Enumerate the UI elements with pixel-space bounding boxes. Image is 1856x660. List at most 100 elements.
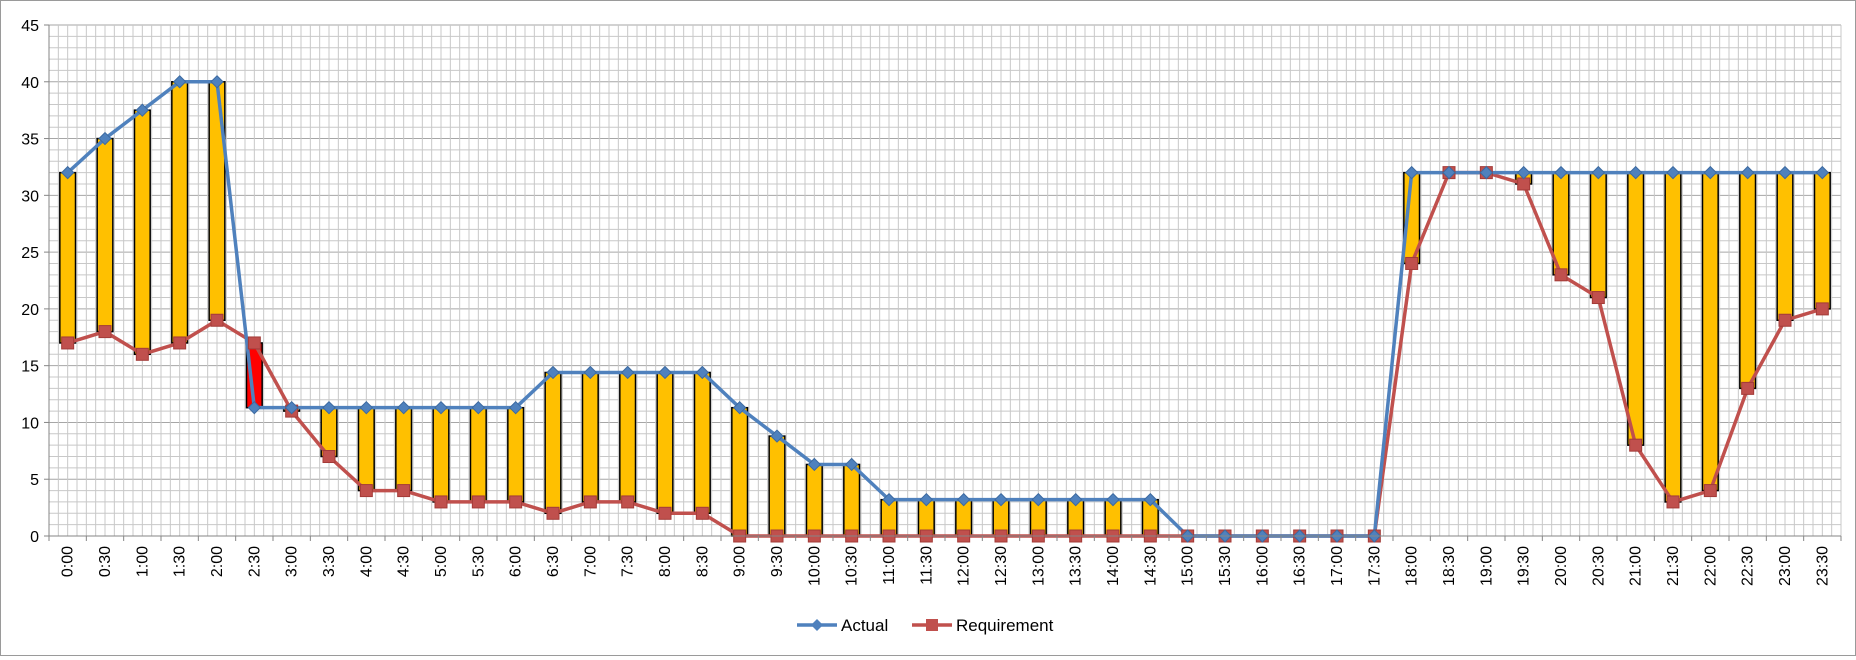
x-tick-label: 3:30: [321, 546, 338, 577]
x-tick-label: 23:00: [1777, 546, 1794, 586]
actual-point: [471, 400, 486, 415]
x-tick-label: 2:00: [209, 546, 226, 577]
actual-point: [882, 492, 896, 507]
requirement-point: [509, 495, 523, 509]
difference-bar: [357, 406, 375, 492]
actual-point: [583, 365, 598, 380]
actual-point: [1778, 165, 1792, 180]
requirement-point: [247, 336, 261, 350]
difference-bar: [432, 406, 450, 503]
x-tick-label: 10:30: [844, 546, 861, 586]
actual-point: [135, 103, 150, 117]
requirement-point: [621, 495, 635, 509]
x-tick-label: 8:30: [694, 546, 711, 577]
x-tick-label: 7:30: [620, 546, 637, 577]
requirement-point: [1778, 313, 1792, 327]
y-tick-label: 35: [21, 132, 39, 149]
requirement-point: [61, 336, 75, 350]
y-tick-label: 30: [21, 188, 39, 205]
actual-point: [1143, 492, 1158, 507]
x-tick-label: 11:00: [881, 546, 898, 585]
requirement-point: [1554, 268, 1568, 282]
actual-point: [732, 400, 747, 415]
actual-point: [844, 457, 859, 472]
x-tick-label: 15:00: [1180, 546, 1197, 586]
actual-point: [807, 457, 822, 472]
actual-point: [620, 365, 635, 380]
actual-point: [284, 400, 299, 415]
difference-bar: [1589, 171, 1607, 299]
actual-point: [508, 400, 523, 415]
difference-bar: [1627, 171, 1645, 446]
requirement-point: [98, 325, 112, 339]
actual-point: [322, 400, 336, 415]
actual-point: [956, 492, 971, 507]
difference-bar: [1701, 171, 1719, 492]
actual-point: [919, 492, 934, 507]
y-tick-label: 20: [21, 302, 39, 319]
y-tick-label: 25: [21, 245, 39, 262]
requirement-point: [583, 495, 597, 509]
requirement-point: [1666, 495, 1680, 509]
y-tick-label: 0: [30, 529, 39, 546]
actual-point: [210, 75, 224, 89]
x-tick-label: 0:00: [60, 546, 77, 577]
requirement-point: [434, 495, 448, 509]
requirement-point: [173, 336, 187, 350]
difference-bar: [507, 406, 525, 503]
x-tick-label: 4:00: [358, 546, 375, 577]
legend-actual-marker: [811, 619, 823, 631]
axes: 0 5 10 15 20 25 30 35 40 45 0:00 0:30 1:00 1:30 2:00 2:…: [21, 18, 1842, 586]
x-tick-label: 15:30: [1217, 546, 1234, 586]
x-tick-label: 5:30: [470, 546, 487, 577]
x-tick-label: 6:00: [508, 546, 525, 577]
difference-bar: [768, 435, 786, 537]
requirement-point: [695, 506, 709, 520]
actual-point: [359, 400, 374, 415]
requirement-point: [658, 506, 672, 520]
actual-point: [1404, 165, 1419, 180]
requirement-point: [546, 506, 560, 520]
actual-point: [1516, 165, 1531, 180]
x-tick-label: 9:30: [769, 546, 786, 577]
legend-actual-label: Actual: [841, 616, 888, 635]
x-tick-label: 18:30: [1441, 546, 1458, 586]
difference-bar: [731, 406, 749, 537]
x-tick-label: 17:00: [1329, 546, 1346, 586]
actual-point: [1442, 165, 1456, 180]
difference-bar: [656, 371, 674, 515]
difference-bar: [619, 371, 637, 503]
difference-bars: [59, 81, 1831, 537]
difference-bar: [544, 371, 562, 515]
actual-point: [770, 429, 784, 443]
difference-bar: [395, 406, 413, 492]
difference-bar: [59, 171, 77, 344]
actual-point: [546, 365, 560, 380]
actual-point: [1740, 165, 1755, 180]
x-tick-label: 1:00: [134, 546, 151, 577]
requirement-point: [135, 347, 149, 361]
actual-point: [172, 75, 187, 89]
difference-bar: [1813, 171, 1831, 310]
x-tick-label: 14:30: [1142, 546, 1159, 586]
x-tick-label: 22:30: [1740, 546, 1757, 586]
x-tick-label: 13:30: [1068, 546, 1085, 586]
legend-requirement-label: Requirement: [956, 616, 1054, 635]
actual-point: [247, 400, 262, 415]
requirement-point: [1517, 177, 1531, 191]
difference-bar: [1739, 171, 1757, 390]
requirement-point: [322, 450, 336, 464]
requirement-point: [359, 484, 373, 498]
difference-bar: [843, 463, 861, 537]
actual-point: [1068, 492, 1083, 507]
actual-point: [695, 365, 710, 380]
difference-bar: [96, 137, 114, 333]
x-tick-label: 16:00: [1254, 546, 1271, 586]
actual-point: [1106, 492, 1120, 507]
x-tick-label: 12:00: [956, 546, 973, 586]
x-tick-label: 19:00: [1478, 546, 1495, 586]
requirement-point: [1741, 381, 1755, 395]
difference-bar: [805, 463, 823, 537]
x-tick-label: 14:00: [1105, 546, 1122, 586]
